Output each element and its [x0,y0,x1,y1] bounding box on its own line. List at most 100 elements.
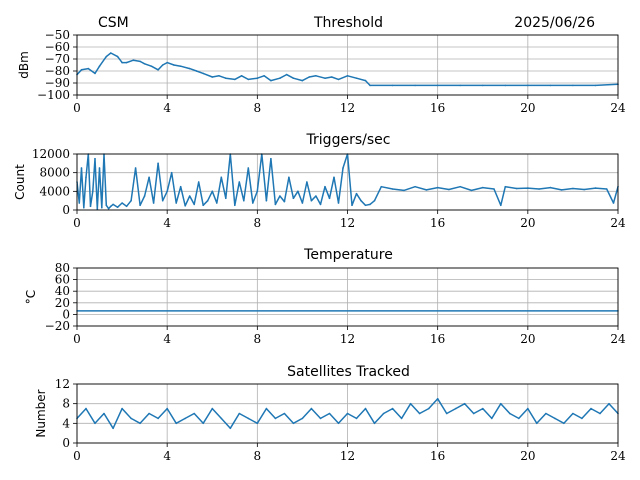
data-point [292,197,295,200]
data-point [80,167,83,169]
data-point [265,199,268,202]
data-point [105,55,108,58]
data-point [324,77,326,79]
data-point [274,417,277,420]
data-point [110,205,112,208]
data-point [364,204,367,207]
data-point [139,60,141,63]
y-axis-label: °C [24,290,38,304]
data-point [265,407,268,410]
data-point [225,77,227,79]
data-point [148,176,150,179]
data-point [184,417,186,420]
data-point [382,412,385,415]
data-point [454,407,457,410]
data-point [364,407,367,410]
data-point [315,75,317,77]
x-tick-label: 20 [520,332,535,346]
x-tick-label: 16 [430,101,445,115]
data-point [87,67,90,70]
data-point [594,187,597,189]
data-point [590,407,592,410]
data-point [134,167,137,169]
data-point [445,412,448,415]
data-point [509,412,511,415]
x-tick-label: 0 [73,449,81,463]
y-tick-label: 20 [55,296,70,310]
data-point [85,176,87,179]
plot-frame [76,383,619,444]
data-point [195,70,198,72]
y-tick-label: −50 [45,28,70,42]
data-point [355,417,358,420]
x-tick-label: 8 [254,101,262,115]
data-point [500,402,502,405]
data-point [283,200,286,203]
data-point [337,422,340,425]
data-point [554,417,556,420]
data-point [301,417,304,420]
data-point [482,407,484,410]
chart-panels: 0 4 8 12 16 20 24 −100−90−80−70−60−50 Threshold d… [13,15,626,463]
data-point [330,76,333,78]
data-point [527,187,529,189]
x-tick-label: 20 [520,101,535,115]
data-point [161,199,164,202]
data-point [157,162,159,165]
data-point [85,407,87,410]
data-point [121,61,123,64]
data-point [211,407,214,410]
data-point [605,188,608,190]
data-point [229,427,232,430]
x-tick-label: 4 [163,332,171,346]
y-tick-label: −80 [45,64,70,78]
data-point [152,202,155,204]
data-point [504,185,507,188]
data-point [279,77,281,79]
x-tick-label: 16 [430,332,445,346]
x-tick-label: 4 [163,216,171,230]
data-point [285,73,288,76]
data-point [170,171,173,174]
data-point [459,185,462,188]
data-point [292,77,295,79]
data-point [94,157,96,160]
data-point [247,417,250,420]
data-point [538,188,540,190]
data-point [225,197,227,200]
data-point [125,61,128,64]
data-point [256,190,259,193]
data-point [342,167,344,169]
data-point [247,167,250,169]
data-point [391,407,394,410]
data-point [175,202,177,204]
data-point [116,55,119,58]
data-point [211,190,214,193]
data-point [121,407,123,410]
y-tick-label: 8 [62,397,70,411]
data-point [112,427,114,430]
data-point [308,76,311,78]
data-point [130,199,132,202]
header-right-date: 2025/06/26 [514,15,595,31]
panel-title: Threshold [313,15,383,31]
panel-4: 0 4 8 12 16 20 24 0 4 8 12 Satellites Tracked Number [34,364,626,463]
data-point [306,181,308,183]
y-axis-label: Number [34,389,48,437]
x-tick-label: 12 [340,332,355,346]
data-point [256,422,259,425]
data-point [96,208,99,210]
data-point [179,65,182,67]
data-point [270,157,272,160]
data-point [270,79,272,82]
x-tick-label: 12 [340,449,355,463]
data-point [572,412,574,415]
data-point [482,186,484,189]
data-point [184,205,186,207]
x-tick-label: 8 [254,216,262,230]
x-tick-label: 24 [610,332,626,346]
data-point [418,412,421,415]
data-point [346,412,349,415]
x-tick-label: 20 [520,449,535,463]
